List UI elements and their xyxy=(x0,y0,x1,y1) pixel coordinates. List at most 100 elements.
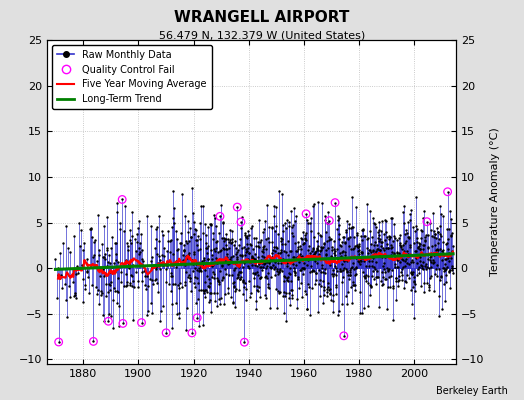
Point xyxy=(105,287,114,293)
Point xyxy=(315,252,323,259)
Point xyxy=(396,259,404,265)
Point xyxy=(148,264,156,270)
Point xyxy=(292,254,301,260)
Point xyxy=(348,193,356,200)
Point xyxy=(443,188,452,195)
Point xyxy=(254,288,263,295)
Point xyxy=(315,281,323,288)
Point xyxy=(365,258,373,264)
Point xyxy=(382,229,390,236)
Point xyxy=(212,238,220,245)
Point xyxy=(176,240,184,246)
Point xyxy=(354,244,363,250)
Point xyxy=(208,263,216,270)
Point xyxy=(340,333,348,339)
Point xyxy=(285,218,293,225)
Point xyxy=(285,290,293,296)
Point xyxy=(246,241,254,247)
Point xyxy=(354,257,362,264)
Point xyxy=(379,280,388,287)
Point xyxy=(195,323,203,330)
Point xyxy=(303,262,312,268)
Point xyxy=(428,233,436,240)
Point xyxy=(247,254,256,260)
Point xyxy=(156,257,164,263)
Point xyxy=(201,279,209,286)
Point xyxy=(342,293,350,300)
Point xyxy=(406,244,414,250)
Point xyxy=(432,235,440,241)
Point xyxy=(92,284,100,290)
Point xyxy=(239,276,247,283)
Point xyxy=(221,266,229,272)
Point xyxy=(182,255,191,262)
Point xyxy=(256,275,264,281)
Point xyxy=(144,283,152,289)
Point xyxy=(379,231,388,238)
Point xyxy=(79,247,87,253)
Point xyxy=(163,238,172,244)
Point xyxy=(370,265,379,272)
Point xyxy=(314,247,322,254)
Point xyxy=(381,217,390,223)
Point xyxy=(425,265,433,271)
Point xyxy=(328,253,336,260)
Point xyxy=(373,246,381,252)
Point xyxy=(361,256,369,262)
Point xyxy=(403,260,411,266)
Point xyxy=(203,250,211,256)
Point xyxy=(336,265,345,272)
Point xyxy=(59,240,67,246)
Point xyxy=(195,267,204,273)
Point xyxy=(399,209,407,216)
Point xyxy=(320,240,328,246)
Point xyxy=(340,234,348,240)
Point xyxy=(137,320,146,326)
Point xyxy=(64,244,72,251)
Point xyxy=(127,240,135,246)
Point xyxy=(197,203,205,209)
Point xyxy=(312,270,321,276)
Point xyxy=(417,227,425,234)
Point xyxy=(272,222,280,229)
Point xyxy=(192,237,200,243)
Point xyxy=(347,265,355,271)
Point xyxy=(270,213,278,220)
Point xyxy=(100,222,108,229)
Point xyxy=(371,250,379,257)
Point xyxy=(378,269,386,276)
Point xyxy=(438,257,446,263)
Point xyxy=(290,268,298,274)
Point xyxy=(251,251,259,257)
Point xyxy=(129,278,137,284)
Point xyxy=(340,258,348,264)
Point xyxy=(139,258,147,264)
Point xyxy=(368,233,377,240)
Point xyxy=(326,286,335,293)
Point xyxy=(279,248,288,254)
Point xyxy=(193,242,201,248)
Point xyxy=(445,269,453,275)
Point xyxy=(342,301,351,308)
Point xyxy=(179,247,188,253)
Point xyxy=(384,268,392,274)
Point xyxy=(86,226,95,232)
Point xyxy=(152,226,160,232)
Point xyxy=(202,245,210,251)
Point xyxy=(434,228,443,235)
Point xyxy=(108,263,116,270)
Point xyxy=(301,232,310,238)
Point xyxy=(264,235,272,242)
Point xyxy=(406,206,414,213)
Point xyxy=(202,232,210,239)
Point xyxy=(227,258,236,265)
Point xyxy=(444,254,452,261)
Point xyxy=(267,274,275,280)
Point xyxy=(372,248,380,255)
Point xyxy=(149,263,158,270)
Point xyxy=(74,219,83,226)
Point xyxy=(146,276,154,282)
Point xyxy=(172,264,180,270)
Point xyxy=(409,258,417,265)
Point xyxy=(242,246,250,252)
